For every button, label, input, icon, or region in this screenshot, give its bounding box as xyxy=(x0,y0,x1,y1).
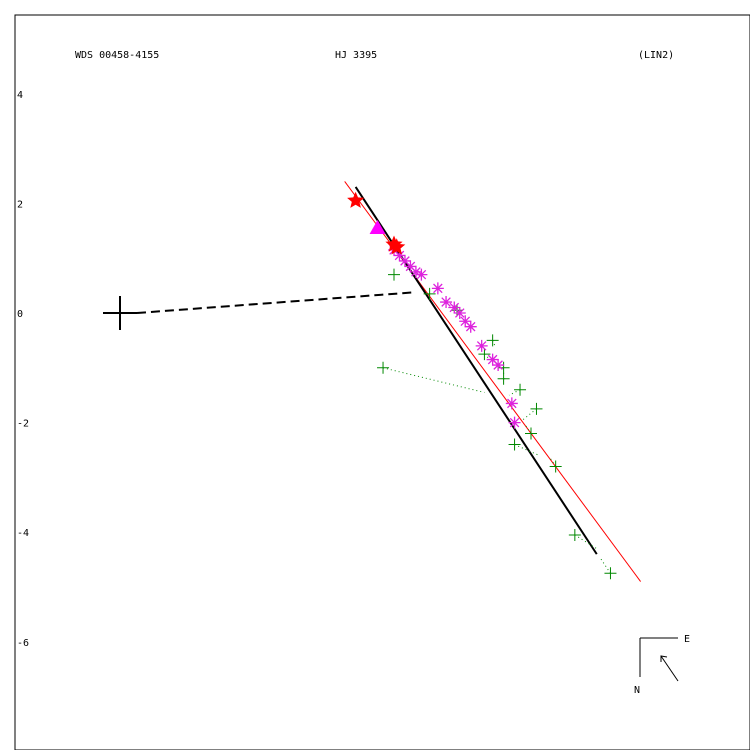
plot-frame xyxy=(14,14,750,750)
speckle-point xyxy=(440,296,453,309)
y-tick-label: -6 xyxy=(17,638,29,649)
y-tick-label: -2 xyxy=(17,419,29,430)
data-points xyxy=(347,191,617,580)
micrometric-point xyxy=(514,383,527,396)
speckle-point xyxy=(508,416,521,429)
y-tick-label: 2 xyxy=(17,199,23,210)
residual-line xyxy=(549,457,557,467)
micrometric-point xyxy=(486,334,499,347)
last-observation-triangle xyxy=(369,220,386,235)
residual-line xyxy=(382,367,485,393)
primary-connector-line xyxy=(136,291,416,314)
speckle-point xyxy=(409,265,422,278)
speckle-point xyxy=(464,320,477,333)
residual-line xyxy=(522,408,537,421)
speckle-point xyxy=(415,268,428,281)
speckle-point xyxy=(398,254,411,267)
first-observation-star xyxy=(388,238,406,255)
micrometric-point xyxy=(497,372,510,385)
speckle-point xyxy=(486,353,499,366)
compass: E N xyxy=(634,634,690,696)
speckle-point xyxy=(459,315,472,328)
first-observation-star xyxy=(385,235,403,252)
residual-lines xyxy=(382,340,611,574)
micrometric-point xyxy=(388,268,400,281)
fit-lines xyxy=(103,181,642,582)
speckle-point xyxy=(505,397,518,410)
header-right: (LIN2) xyxy=(638,50,674,61)
motion-arrowhead-icon xyxy=(660,655,668,662)
first-observation-star xyxy=(347,191,365,208)
speckle-point xyxy=(393,249,406,262)
compass-north-label: N xyxy=(634,685,640,696)
speckle-point xyxy=(453,307,466,319)
speckle-point xyxy=(431,282,444,295)
micrometric-point xyxy=(508,438,521,451)
micrometric-point xyxy=(478,348,491,361)
speckle-point xyxy=(404,260,417,273)
micrometric-point xyxy=(525,427,537,440)
micrometric-point xyxy=(377,361,390,374)
compass-east-label: E xyxy=(684,634,690,645)
header-left: WDS 00458-4155 xyxy=(75,50,159,61)
y-tick-label: 0 xyxy=(17,309,23,320)
micrometric-point xyxy=(530,402,543,415)
speckle-point xyxy=(475,339,488,352)
y-tick-labels: 4 2 0 -2 -4 -6 xyxy=(17,90,29,649)
micrometric-point xyxy=(604,567,617,580)
motion-arrow-icon xyxy=(660,655,679,682)
residual-line xyxy=(599,556,611,574)
residual-line xyxy=(508,389,521,396)
speckle-point xyxy=(492,359,505,372)
residual-line xyxy=(525,425,532,434)
residual-line xyxy=(574,534,598,550)
micrometric-point xyxy=(423,287,436,300)
speckle-point xyxy=(448,301,461,314)
residual-line xyxy=(514,444,540,456)
micrometric-point xyxy=(568,528,581,541)
y-tick-label: -4 xyxy=(17,528,29,539)
y-tick-label: 4 xyxy=(17,90,23,101)
micrometric-point xyxy=(549,460,562,473)
header-center: HJ 3395 xyxy=(335,50,377,61)
micrometric-point xyxy=(497,361,510,374)
